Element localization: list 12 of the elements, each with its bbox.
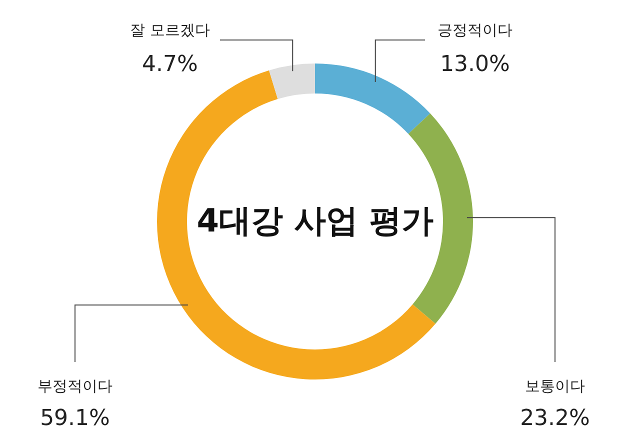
donut-slice [269,64,315,100]
slice-label: 부정적이다 [38,377,112,395]
data-label: 59.1% [40,406,110,431]
data-label: 4.7% [142,52,198,77]
text: 4대강 사업 평가 [196,202,434,240]
slice-label: 보통이다 [525,377,585,395]
data-label: 13.0% [440,52,510,77]
donut-slice [315,64,430,134]
data-label: 23.2% [520,406,590,431]
slice-label: 잘 모르겠다 [130,21,210,39]
donut-slice [157,70,436,380]
slice-label: 긍정적이다 [438,21,512,39]
